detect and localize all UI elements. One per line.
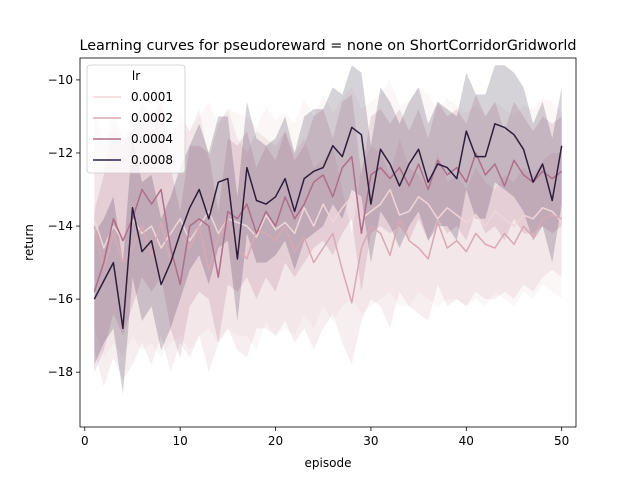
legend-label-1: 0.0002 xyxy=(131,111,173,125)
x-axis-label: episode xyxy=(305,456,352,470)
legend: lr 0.0001 0.0002 0.0004 0.0008 xyxy=(86,64,186,174)
legend-frame xyxy=(86,64,186,174)
legend-items: 0.0001 0.0002 0.0004 0.0008 xyxy=(93,90,173,167)
legend-title: lr xyxy=(132,69,140,83)
plot-frame xyxy=(79,57,577,428)
x-axis: 0 10 20 30 40 50 xyxy=(81,427,569,448)
confidence-band-1 xyxy=(94,101,562,387)
x-tick-label: 40 xyxy=(459,434,474,448)
y-axis: −18 −16 −14 −12 −10 xyxy=(48,73,80,379)
legend-label-2: 0.0004 xyxy=(131,132,173,146)
y-tick-label: −16 xyxy=(48,292,73,306)
series-lines xyxy=(93,123,563,330)
chart-title: Learning curves for pseudoreward = none … xyxy=(79,38,576,54)
x-tick-label: 0 xyxy=(81,434,89,448)
confidence-band-3 xyxy=(94,65,562,395)
x-tick-label: 30 xyxy=(363,434,378,448)
series-line-3 xyxy=(93,123,563,330)
plot-area xyxy=(93,65,563,395)
series-line-0 xyxy=(93,188,563,249)
y-tick-label: −14 xyxy=(48,219,73,233)
y-tick-label: −12 xyxy=(48,146,73,160)
confidence-band-2 xyxy=(94,94,562,373)
x-tick-label: 50 xyxy=(554,434,569,448)
y-tick-label: −10 xyxy=(48,73,73,87)
y-tick-label: −18 xyxy=(48,365,73,379)
x-tick-label: 10 xyxy=(173,434,188,448)
x-tick-label: 20 xyxy=(268,434,283,448)
legend-label-0: 0.0001 xyxy=(131,90,173,104)
confidence-bands xyxy=(94,65,562,395)
confidence-band-0 xyxy=(94,79,562,358)
series-line-2 xyxy=(93,152,563,293)
y-axis-label: return xyxy=(22,224,36,261)
legend-label-3: 0.0008 xyxy=(131,153,173,167)
